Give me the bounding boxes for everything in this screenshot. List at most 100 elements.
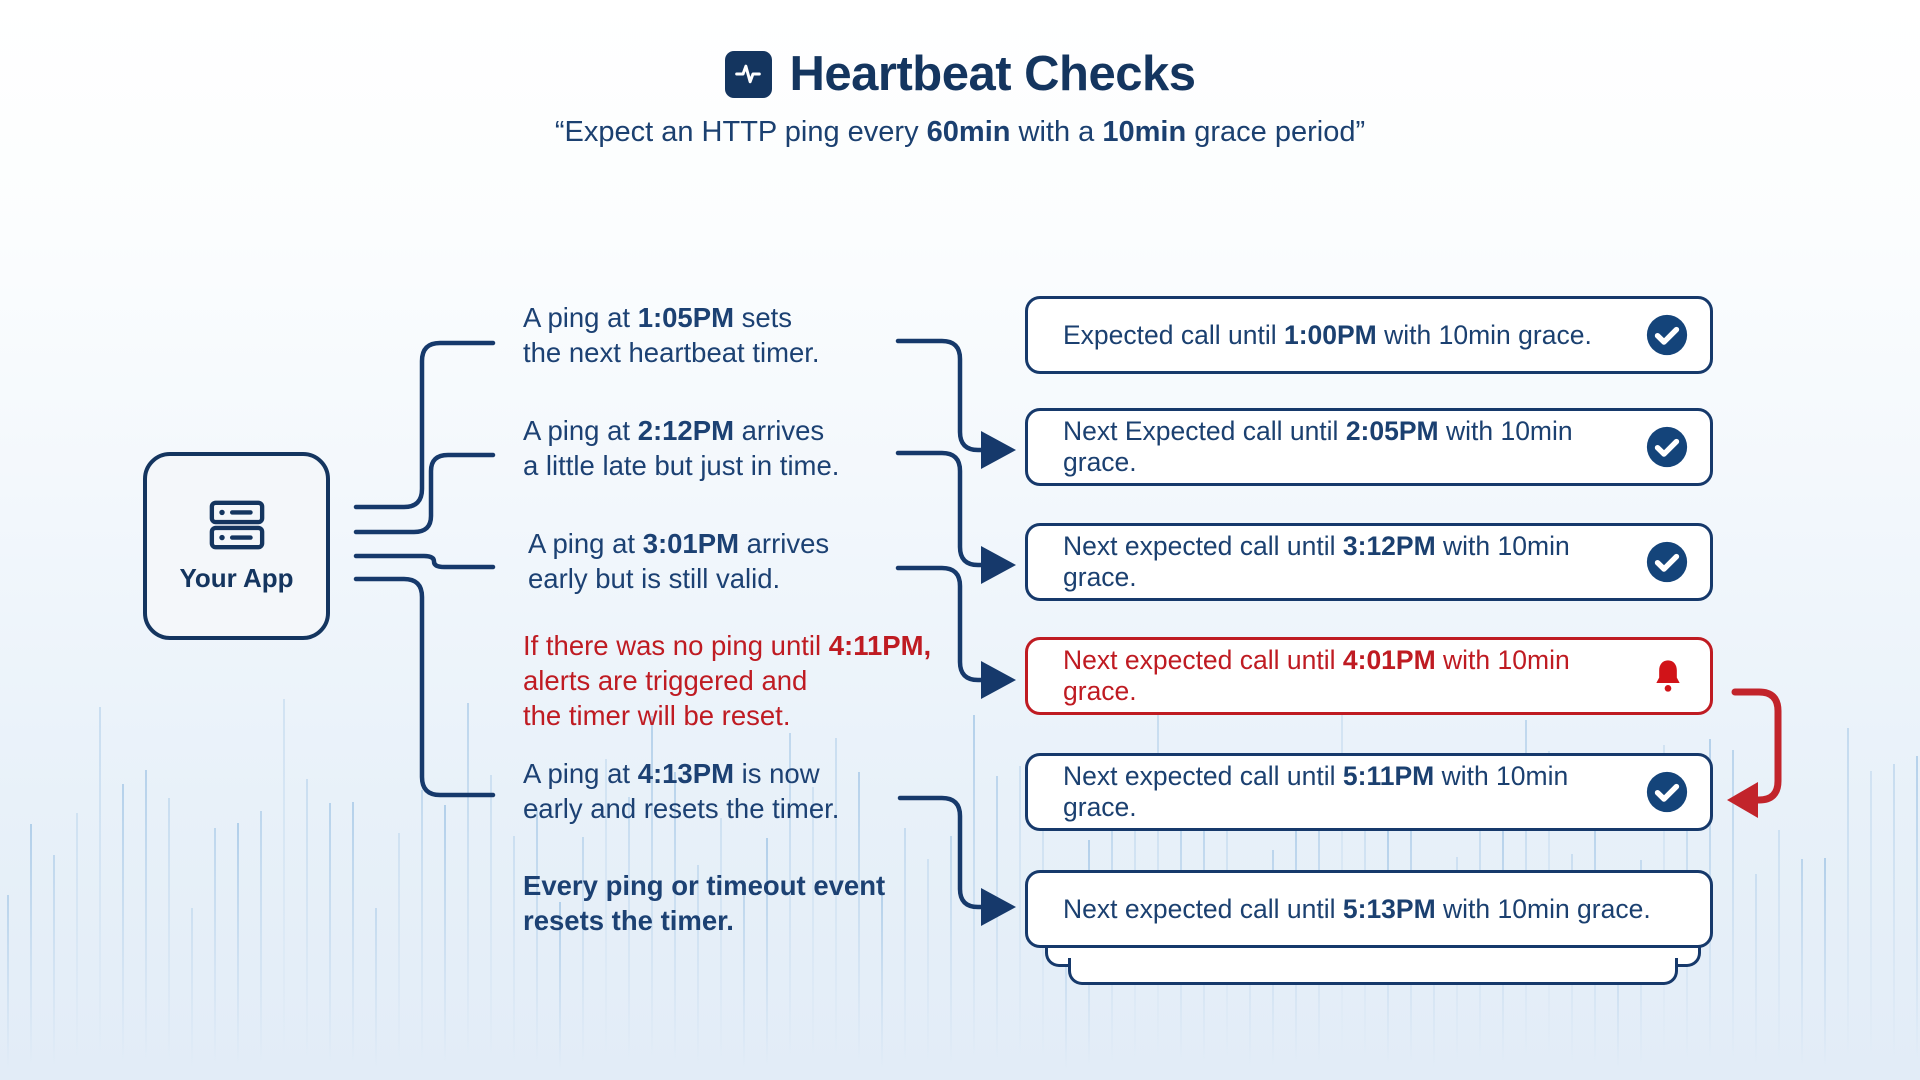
text-segment: with 10min grace. bbox=[1063, 645, 1570, 706]
waveform-bar bbox=[329, 803, 331, 1080]
your-app-box: Your App bbox=[143, 452, 330, 640]
waveform-bar bbox=[398, 833, 400, 1080]
desc-line: a little late but just in time. bbox=[523, 450, 840, 481]
waveform-bar bbox=[1433, 896, 1435, 1080]
bell-icon bbox=[1648, 656, 1688, 696]
text-segment: Next expected call until bbox=[1063, 761, 1343, 791]
desc-line: A ping at 2:12PM arrives bbox=[523, 413, 839, 448]
waveform-bar bbox=[283, 699, 285, 1080]
status-box-2: Next Expected call until 2:05PM with 10m… bbox=[1025, 408, 1713, 486]
time-value: 4:11PM, bbox=[828, 630, 932, 661]
status-box-3: Next expected call until 3:12PM with 10m… bbox=[1025, 523, 1713, 601]
waveform-bar bbox=[1732, 750, 1734, 1080]
desc-ping-5: A ping at 4:13PM is now early and resets… bbox=[523, 756, 839, 826]
text-segment: Next Expected call until bbox=[1063, 416, 1346, 446]
subtitle-grace: 10min bbox=[1102, 116, 1187, 148]
waveform-bar bbox=[628, 797, 630, 1080]
status-text: Next expected call until 4:01PM with 10m… bbox=[1063, 645, 1648, 707]
text-segment: with 10min grace. bbox=[1063, 416, 1573, 477]
waveform-bar bbox=[375, 908, 377, 1080]
waveform-bar bbox=[145, 770, 147, 1080]
text-segment: with 10min grace. bbox=[1063, 761, 1569, 822]
text-segment: A ping at bbox=[523, 302, 638, 333]
waveform-bar bbox=[996, 775, 998, 1080]
text-segment: arrives bbox=[738, 528, 830, 559]
subtitle-interval: 60min bbox=[926, 116, 1011, 148]
time-value: 4:13PM bbox=[637, 758, 734, 789]
waveform-bar bbox=[1870, 771, 1872, 1080]
waveform-bar bbox=[467, 702, 469, 1080]
text-segment: arrives bbox=[733, 415, 825, 446]
waveform-bar bbox=[582, 836, 584, 1080]
waveform-bar bbox=[1916, 755, 1918, 1080]
desc-line: early but is still valid. bbox=[528, 563, 781, 594]
desc-line: Every ping or timeout event bbox=[523, 870, 886, 901]
waveform-bar bbox=[306, 779, 308, 1080]
check-icon bbox=[1646, 314, 1688, 356]
waveform-bar bbox=[352, 801, 354, 1080]
waveform-bar bbox=[99, 706, 101, 1080]
status-box-5: Next expected call until 5:11PM with 10m… bbox=[1025, 753, 1713, 831]
text-segment: If there was no ping until bbox=[523, 630, 829, 661]
waveform-bar bbox=[973, 715, 975, 1080]
waveform-bar bbox=[858, 772, 860, 1080]
waveform-bar bbox=[421, 789, 423, 1080]
waveform-bar bbox=[444, 805, 446, 1080]
text-segment: with 10min grace. bbox=[1063, 531, 1570, 592]
waveform-bar bbox=[237, 823, 239, 1080]
waveform-bar bbox=[191, 908, 193, 1080]
time-value: 2:12PM bbox=[637, 415, 734, 446]
waveform-bar bbox=[536, 808, 538, 1080]
text-segment: Next expected call until bbox=[1063, 531, 1343, 561]
waveform-bar bbox=[1019, 765, 1021, 1080]
time-value: 5:11PM bbox=[1342, 761, 1435, 791]
desc-line: A ping at 1:05PM sets bbox=[523, 300, 820, 335]
waveform-bar bbox=[1778, 829, 1780, 1080]
waveform-bar bbox=[7, 895, 9, 1080]
desc-ping-3: A ping at 3:01PM arrives early but is st… bbox=[528, 526, 829, 596]
stacked-card-2 bbox=[1068, 958, 1678, 985]
time-value: 5:13PM bbox=[1342, 893, 1436, 924]
desc-line: If there was no ping until 4:11PM, bbox=[523, 628, 931, 663]
subtitle: “Expect an HTTP ping every 60min with a … bbox=[0, 116, 1920, 149]
desc-line: A ping at 4:13PM is now bbox=[523, 756, 839, 791]
waveform-bar bbox=[881, 886, 883, 1080]
time-value: 3:01PM bbox=[642, 528, 739, 559]
waveform-bar bbox=[720, 817, 722, 1080]
status-text: Next expected call until 5:11PM with 10m… bbox=[1063, 761, 1646, 823]
desc-reset-rule: Every ping or timeout event resets the t… bbox=[523, 868, 885, 938]
text-segment: Next expected call until bbox=[1063, 893, 1343, 924]
subtitle-segment: with a bbox=[1010, 116, 1103, 148]
waveform-bar bbox=[766, 838, 768, 1080]
status-box-6: Next expected call until 5:13PM with 10m… bbox=[1025, 870, 1713, 948]
waveform-bar bbox=[1249, 903, 1251, 1080]
header: Heartbeat Checks “Expect an HTTP ping ev… bbox=[0, 46, 1920, 149]
status-text: Next expected call until 3:12PM with 10m… bbox=[1063, 531, 1646, 593]
waveform-bar bbox=[490, 774, 492, 1080]
waveform-bar bbox=[674, 772, 676, 1080]
waveform-bar bbox=[904, 828, 906, 1080]
waveform-bar bbox=[950, 836, 952, 1080]
time-value: 1:05PM bbox=[637, 302, 734, 333]
waveform-bar bbox=[214, 828, 216, 1080]
waveform-bar bbox=[53, 855, 55, 1080]
waveform-bar bbox=[1801, 859, 1803, 1080]
check-icon bbox=[1646, 426, 1688, 468]
status-text: Next expected call until 5:13PM with 10m… bbox=[1063, 894, 1651, 925]
subtitle-segment: “Expect an HTTP ping every bbox=[554, 116, 927, 148]
waveform-bar bbox=[168, 797, 170, 1080]
waveform-bar bbox=[30, 823, 32, 1080]
desc-line: alerts are triggered and bbox=[523, 665, 808, 696]
desc-ping-2: A ping at 2:12PM arrives a little late b… bbox=[523, 413, 839, 483]
waveform-bar bbox=[122, 783, 124, 1080]
status-box-1: Expected call until 1:00PM with 10min gr… bbox=[1025, 296, 1713, 374]
waveform-bar bbox=[651, 715, 653, 1080]
waveform-bar bbox=[1847, 728, 1849, 1080]
waveform-bar bbox=[513, 836, 515, 1080]
waveform-bar bbox=[812, 787, 814, 1080]
desc-line: early and resets the timer. bbox=[523, 793, 840, 824]
time-value: 4:01PM bbox=[1342, 645, 1436, 675]
check-icon bbox=[1646, 541, 1688, 583]
status-text: Next Expected call until 2:05PM with 10m… bbox=[1063, 416, 1646, 478]
waveform-bar bbox=[835, 737, 837, 1080]
